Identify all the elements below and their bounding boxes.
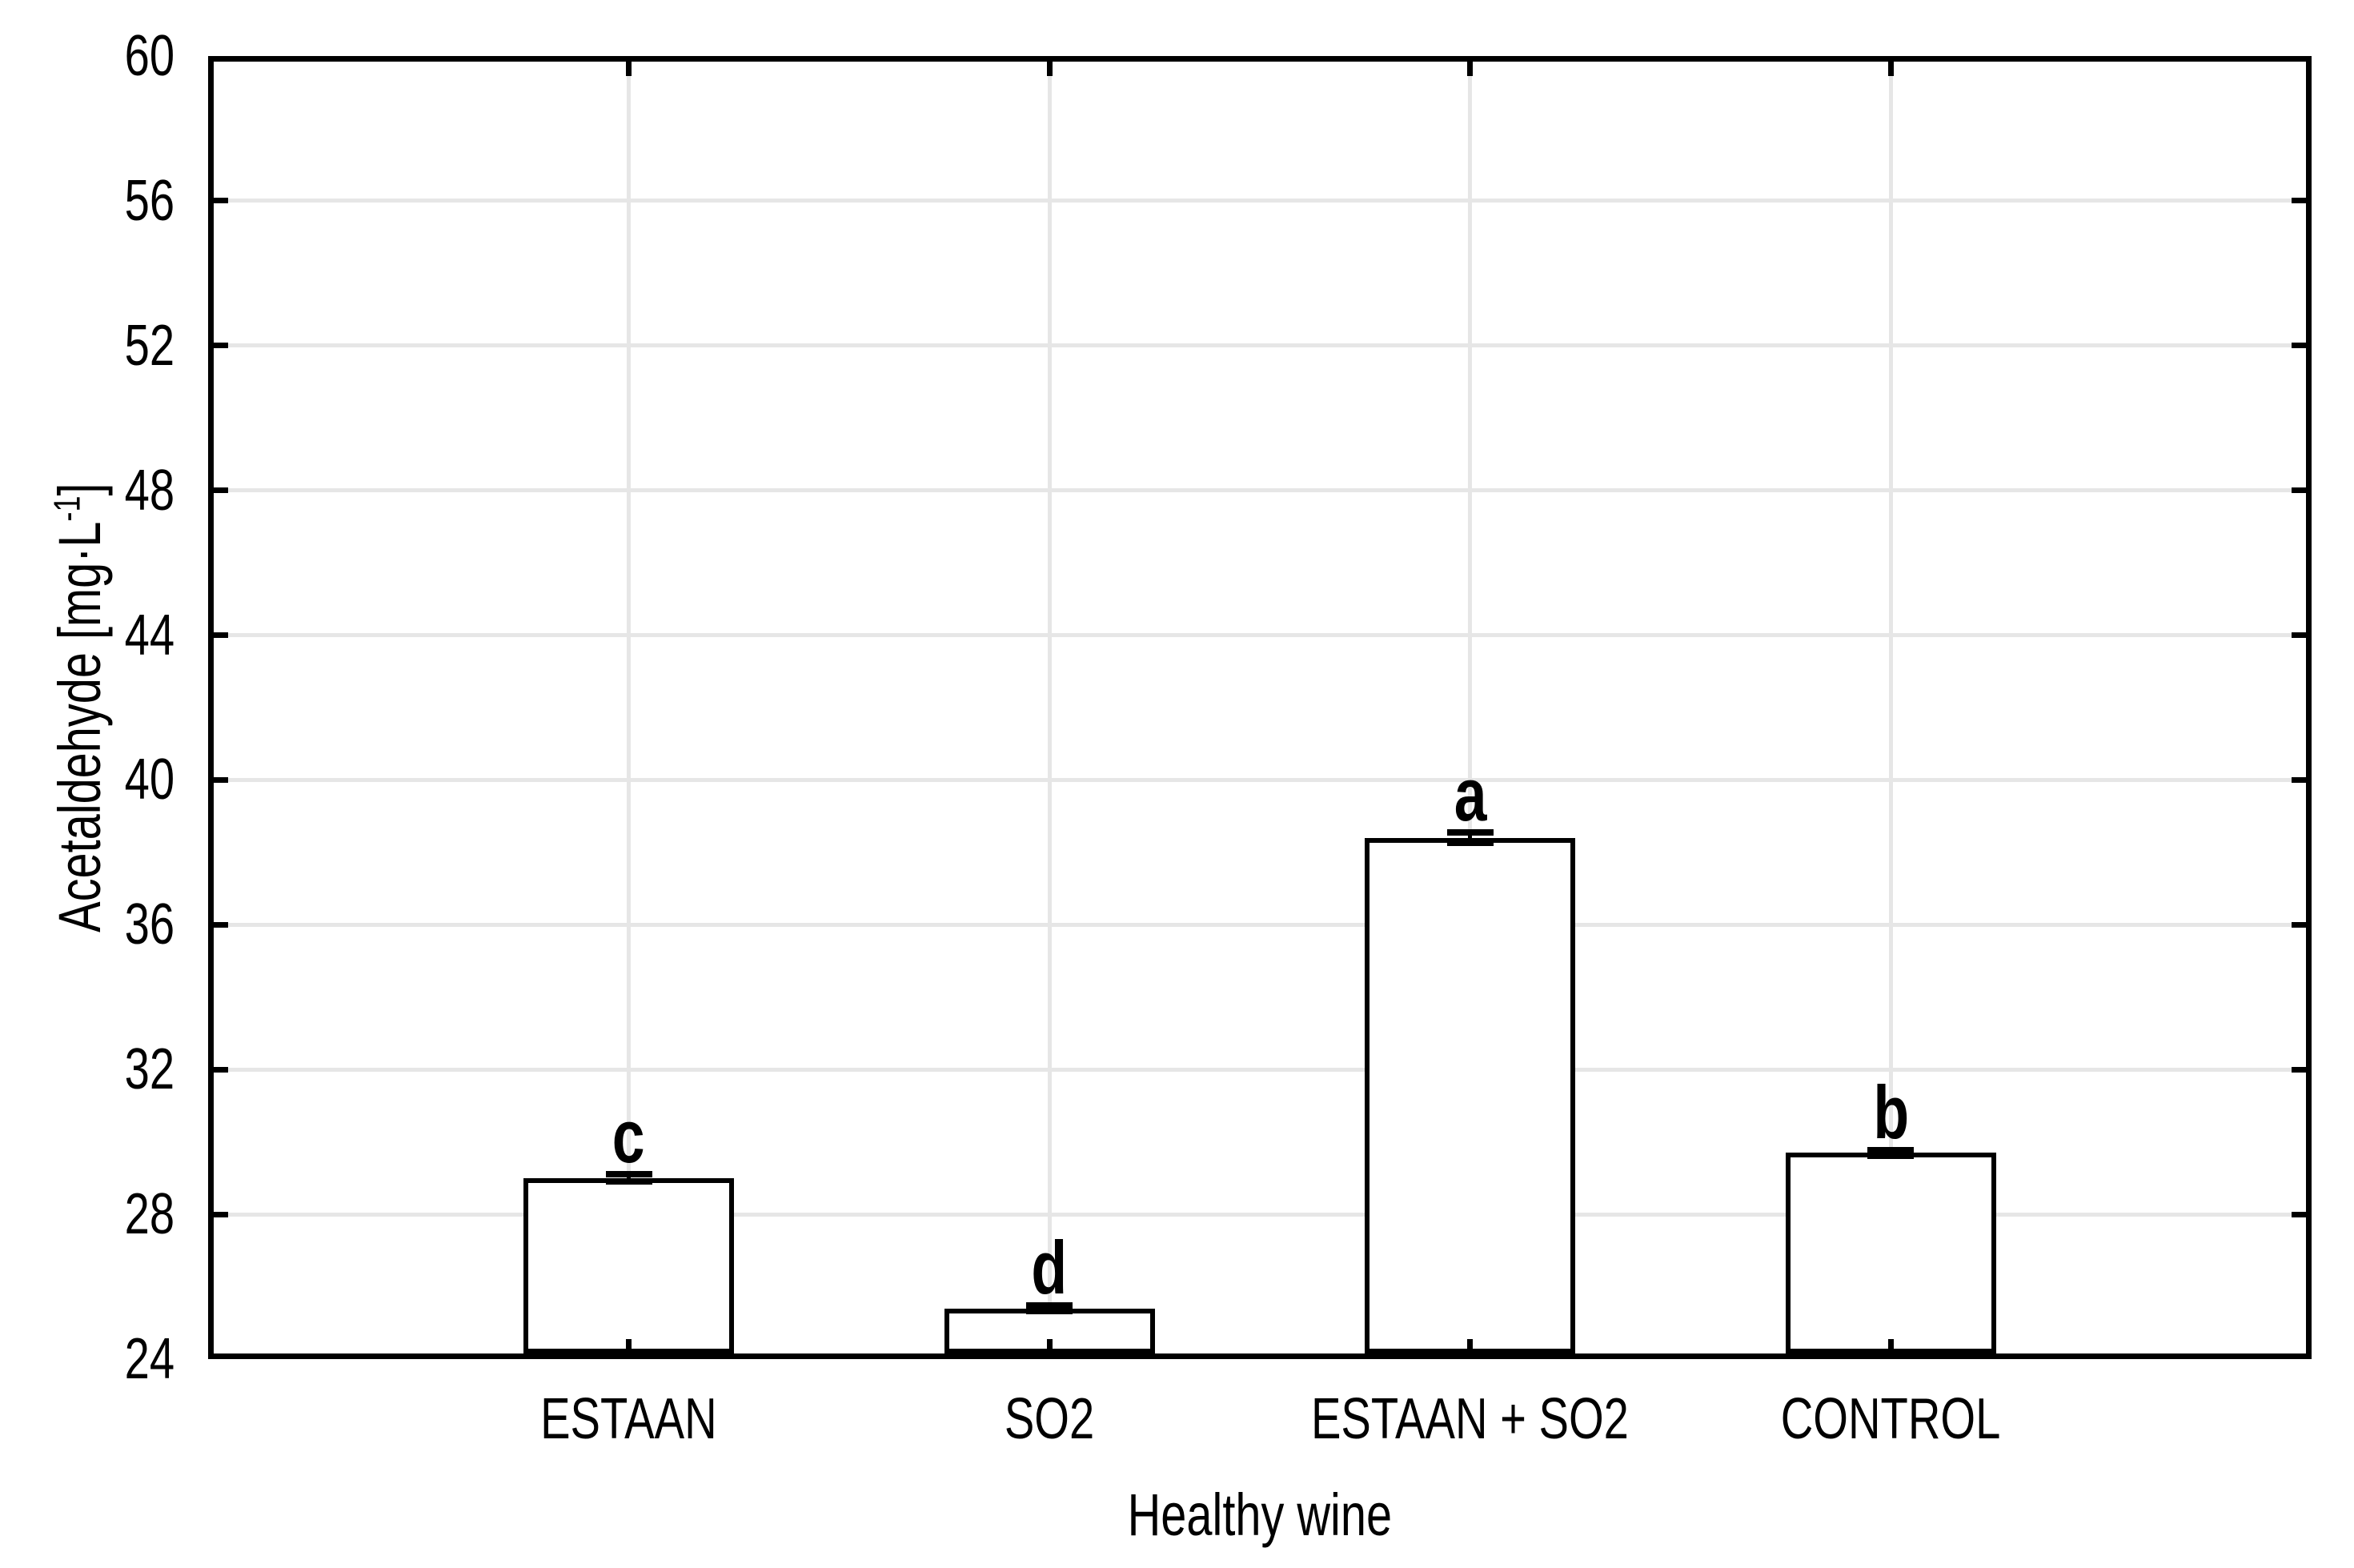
error-bar-cap-top xyxy=(605,1171,652,1178)
horizontal-gridline xyxy=(214,1067,2306,1072)
y-axis-title: Acetaldehyde [mg·L-1] xyxy=(46,27,113,1388)
horizontal-gridline xyxy=(214,199,2306,203)
y-tick-label: 36 xyxy=(124,892,174,957)
error-bar-cap-top xyxy=(1867,1146,1915,1153)
y-tick-label: 48 xyxy=(124,458,174,523)
y-axis-tick-left xyxy=(214,1066,228,1073)
vertical-gridline xyxy=(627,62,632,1353)
x-category-label: CONTROL xyxy=(1781,1387,2001,1451)
horizontal-gridline xyxy=(214,633,2306,638)
bar xyxy=(523,1177,735,1353)
x-axis-tick-bottom xyxy=(1887,1339,1894,1353)
horizontal-gridline xyxy=(214,777,2306,782)
x-category-label: ESTAAN + SO2 xyxy=(1311,1387,1630,1451)
y-axis-tick-right xyxy=(2292,776,2306,783)
y-axis-tick-left xyxy=(214,1211,228,1217)
significance-letter: b xyxy=(1872,1069,1909,1154)
x-axis-tick-bottom xyxy=(1467,1339,1474,1353)
significance-letter: c xyxy=(612,1094,645,1179)
significance-letter: a xyxy=(1454,752,1487,837)
error-bar-line xyxy=(1468,832,1473,844)
y-axis-tick-right xyxy=(2292,343,2306,349)
x-axis-tick-top xyxy=(1467,62,1474,76)
error-bar-cap-top xyxy=(1446,829,1494,836)
vertical-gridline xyxy=(1888,62,1893,1353)
y-axis-tick-right xyxy=(2292,921,2306,928)
vertical-gridline xyxy=(1468,62,1473,1353)
error-bar-cap-top xyxy=(1026,1302,1073,1309)
y-axis-tick-left xyxy=(214,343,228,349)
y-tick-label: 52 xyxy=(124,313,174,378)
error-bar-line xyxy=(627,1174,632,1182)
y-axis-tick-left xyxy=(214,632,228,639)
y-tick-label: 32 xyxy=(124,1037,174,1102)
x-category-label: SO2 xyxy=(1004,1387,1095,1451)
y-axis-tick-right xyxy=(2292,487,2306,494)
horizontal-gridline xyxy=(214,922,2306,927)
x-axis-title: Healthy wine xyxy=(1127,1482,1393,1548)
bar xyxy=(1785,1153,1996,1353)
error-bar-cap-bottom xyxy=(1446,840,1494,847)
x-axis-tick-top xyxy=(1887,62,1894,76)
y-axis-tick-left xyxy=(214,921,228,928)
y-axis-tick-right xyxy=(2292,1211,2306,1217)
horizontal-gridline xyxy=(214,343,2306,348)
x-axis-tick-bottom xyxy=(1046,1339,1053,1353)
y-axis-tick-right xyxy=(2292,198,2306,204)
vertical-gridline xyxy=(1047,62,1052,1353)
y-tick-label: 56 xyxy=(124,168,174,233)
y-tick-label: 28 xyxy=(124,1182,174,1247)
error-bar-cap-bottom xyxy=(1867,1152,1915,1159)
x-axis-tick-bottom xyxy=(626,1339,632,1353)
y-tick-label: 44 xyxy=(124,603,174,668)
horizontal-gridline xyxy=(214,488,2306,493)
y-tick-label: 40 xyxy=(124,748,174,812)
y-axis-tick-left xyxy=(214,776,228,783)
error-bar-cap-bottom xyxy=(1026,1308,1073,1315)
y-axis-tick-right xyxy=(2292,1066,2306,1073)
y-axis-tick-left xyxy=(214,198,228,204)
significance-letter: d xyxy=(1031,1225,1068,1310)
x-axis-tick-top xyxy=(1046,62,1053,76)
horizontal-gridline xyxy=(214,1212,2306,1217)
y-axis-tick-right xyxy=(2292,632,2306,639)
x-category-label: ESTAAN xyxy=(540,1387,717,1451)
y-tick-label: 24 xyxy=(124,1327,174,1391)
error-bar-cap-bottom xyxy=(605,1178,652,1185)
x-axis-tick-top xyxy=(626,62,632,76)
y-tick-label: 60 xyxy=(124,24,174,88)
bar xyxy=(1365,837,1576,1353)
y-axis-title-text: Acetaldehyde [mg·L xyxy=(46,521,113,932)
y-axis-tick-left xyxy=(214,487,228,494)
